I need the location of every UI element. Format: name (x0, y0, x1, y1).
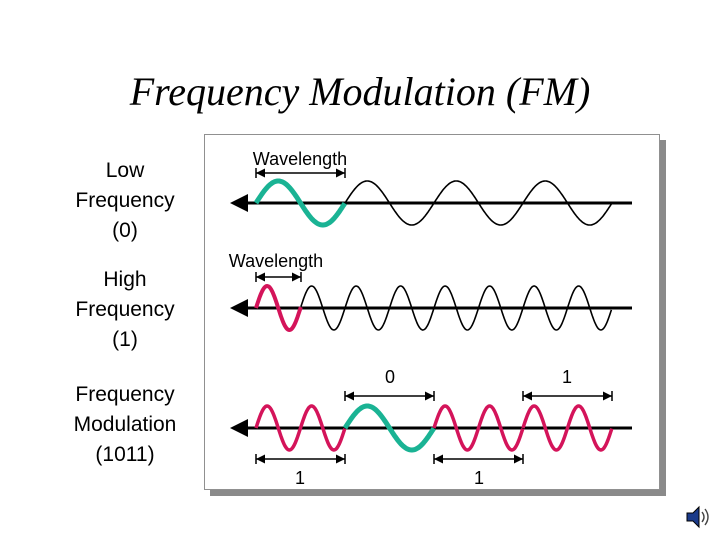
fm-bit-0-label: 0 (385, 367, 395, 387)
fm-label-line-2: Modulation (73, 413, 177, 436)
low-frequency-row: Wavelength (230, 149, 632, 228)
low-label-line-3: (0) (112, 219, 138, 242)
high-axis-arrow (230, 299, 248, 317)
high-label-line-3: (1) (112, 328, 138, 351)
low-wavelength-label: Wavelength (253, 149, 347, 169)
low-frequency-highlight-cycle (253, 178, 347, 228)
high-label-line-2: Frequency (75, 298, 175, 321)
fm-segment-1-wave (254, 404, 347, 452)
speaker-icon[interactable] (684, 502, 714, 532)
frequency-modulation-label: Frequency Modulation (1011) (55, 380, 195, 470)
high-wavelength-label: Wavelength (229, 251, 323, 271)
high-label-line-1: High (103, 268, 147, 291)
fm-segment-0-wave (342, 403, 436, 453)
fm-bit-4-label: 1 (562, 367, 572, 387)
slide-title: Frequency Modulation (FM) (129, 69, 591, 114)
high-frequency-row: Wavelength (229, 251, 632, 333)
low-axis-arrow (230, 194, 248, 212)
high-frequency-label: High Frequency (1) (55, 265, 195, 355)
low-label-line-2: Frequency (75, 189, 175, 212)
fm-segment-1b-wave (432, 404, 525, 452)
fm-label-line-1: Frequency (75, 383, 175, 406)
low-frequency-wave (344, 180, 613, 226)
fm-row: 1 1 0 1 (230, 367, 632, 488)
low-label-line-1: Low (105, 159, 145, 182)
fm-bit-1-label: 1 (295, 468, 305, 488)
low-frequency-label: Low Frequency (0) (55, 156, 195, 246)
fm-label-line-3: (1011) (95, 443, 155, 466)
fm-bit-3-label: 1 (474, 468, 484, 488)
high-frequency-highlight-cycle (254, 283, 303, 333)
fm-axis-arrow (230, 419, 248, 437)
fm-segment-1c-wave (521, 404, 614, 452)
high-frequency-wave (300, 285, 613, 331)
